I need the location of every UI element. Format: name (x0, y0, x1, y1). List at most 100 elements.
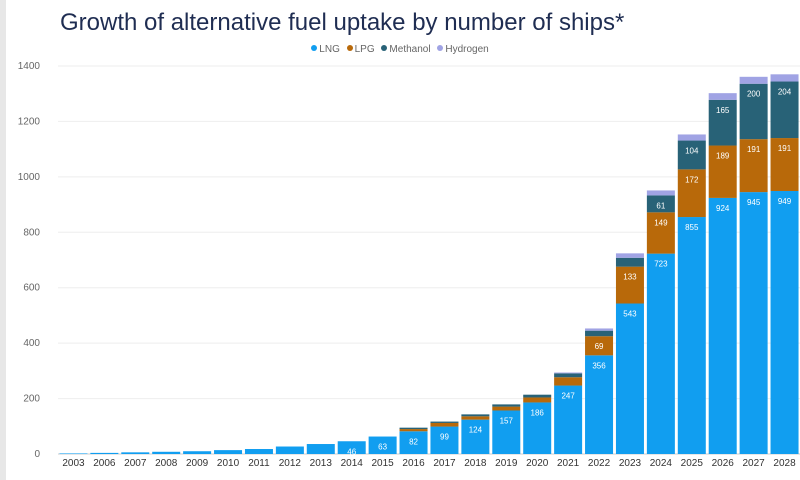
x-tick-label: 2007 (124, 458, 147, 469)
bar-segment-lpg (677, 169, 706, 218)
bar-segment-lng (152, 451, 181, 454)
bar-segment-lpg (523, 397, 552, 403)
y-tick-label: 0 (34, 449, 40, 460)
x-tick-label: 2006 (93, 458, 116, 469)
bar-segment-lpg (399, 429, 428, 432)
data-label: 200 (747, 90, 761, 99)
bar-segment-hydrogen (585, 328, 614, 331)
legend-dot-lng (311, 45, 318, 51)
bar-segment-lng (121, 452, 150, 454)
x-tick-label: 2027 (743, 458, 766, 469)
data-label: 191 (747, 145, 761, 154)
x-tick-label: 2028 (773, 458, 796, 469)
bar-segment-lpg (739, 139, 768, 193)
legend-label-lng: LNG (319, 44, 340, 55)
bar-segment-methanol (615, 257, 644, 267)
data-label: 133 (623, 273, 637, 282)
data-label: 82 (409, 437, 418, 446)
bar-segment-lng (523, 402, 552, 454)
x-tick-label: 2023 (619, 458, 642, 469)
bar-segment-methanol (708, 99, 737, 146)
bar-segment-lng (430, 426, 459, 454)
bar-segment-lpg (554, 377, 583, 386)
x-tick-label: 2024 (650, 458, 673, 469)
bar-segment-hydrogen (708, 93, 737, 100)
data-label: 46 (347, 447, 356, 456)
legend-dot-lpg (346, 45, 353, 51)
x-tick-label: 2019 (495, 458, 518, 469)
y-tick-label: 1000 (18, 172, 41, 183)
bar-segment-methanol (739, 83, 768, 140)
bar-segment-lng (59, 453, 88, 454)
bar-segment-lng (677, 217, 706, 454)
bar-segment-lng (461, 419, 490, 454)
bar-segment-hydrogen (739, 76, 768, 84)
legend-dot-hydrogen (437, 45, 444, 51)
bar-segment-lng (275, 446, 304, 454)
legend-item-lng[interactable]: LNG (311, 44, 340, 55)
x-tick-label: 2008 (155, 458, 178, 469)
bar-segment-lpg (770, 138, 799, 191)
data-label: 949 (778, 197, 792, 206)
x-tick-label: 2012 (279, 458, 302, 469)
bar-segment-methanol (646, 195, 675, 213)
bar-segment-hydrogen (770, 74, 799, 82)
bar-segment-lng (770, 190, 799, 454)
bar-segment-lpg (646, 212, 675, 254)
y-tick-label: 800 (23, 227, 40, 238)
bar-segment-lng (708, 197, 737, 455)
bar-segment-lng (492, 410, 521, 454)
bar-segment-methanol (523, 394, 552, 398)
bar-segment-lpg (461, 416, 490, 420)
y-tick-label: 1400 (18, 61, 41, 72)
bar-segment-lpg (708, 145, 737, 198)
x-tick-label: 2015 (372, 458, 395, 469)
data-label: 247 (561, 392, 575, 401)
bar-segment-methanol (677, 140, 706, 170)
data-label: 61 (656, 201, 665, 210)
y-tick-label: 600 (23, 283, 40, 294)
data-label: 189 (716, 152, 730, 161)
data-label: 924 (716, 204, 730, 213)
window-left-border (0, 0, 6, 480)
legend-label-methanol: Methanol (389, 44, 431, 55)
bar-segment-hydrogen (677, 134, 706, 141)
x-tick-label: 2009 (186, 458, 209, 469)
x-tick-label: 2021 (557, 458, 580, 469)
bar-segment-methanol (554, 373, 583, 378)
bar-segment-methanol (461, 414, 490, 417)
chart-title: Growth of alternative fuel uptake by num… (60, 9, 625, 36)
y-tick-label: 400 (23, 338, 40, 349)
bar-segment-methanol (770, 81, 799, 139)
data-label: 356 (592, 361, 606, 370)
bar-segment-lng (306, 444, 335, 454)
x-tick-label: 2026 (712, 458, 735, 469)
bar-segment-methanol (492, 404, 521, 407)
bar-segment-hydrogen (646, 190, 675, 196)
data-label: 124 (469, 426, 483, 435)
data-label: 855 (685, 223, 699, 232)
bar-segment-lng (585, 355, 614, 454)
x-tick-label: 2013 (310, 458, 333, 469)
data-label: 165 (716, 106, 730, 115)
bar-segment-lng (554, 385, 583, 454)
data-label: 191 (778, 144, 792, 153)
data-label: 99 (440, 433, 449, 442)
data-label: 149 (654, 218, 668, 227)
data-label: 104 (685, 147, 699, 156)
data-label: 204 (778, 88, 792, 97)
legend-item-hydrogen[interactable]: Hydrogen (437, 44, 489, 55)
data-label: 69 (595, 342, 604, 351)
bar-segment-hydrogen (554, 372, 583, 374)
bar-segment-lpg (430, 422, 459, 427)
x-tick-label: 2025 (681, 458, 704, 469)
bar-segment-lng (646, 253, 675, 454)
data-label: 186 (531, 408, 545, 417)
legend-item-lpg[interactable]: LPG (346, 44, 375, 55)
x-tick-label: 2010 (217, 458, 240, 469)
x-tick-label: 2016 (402, 458, 425, 469)
legend-item-methanol[interactable]: Methanol (381, 44, 431, 55)
bar-segment-lng (90, 452, 119, 454)
data-label: 157 (500, 416, 514, 425)
